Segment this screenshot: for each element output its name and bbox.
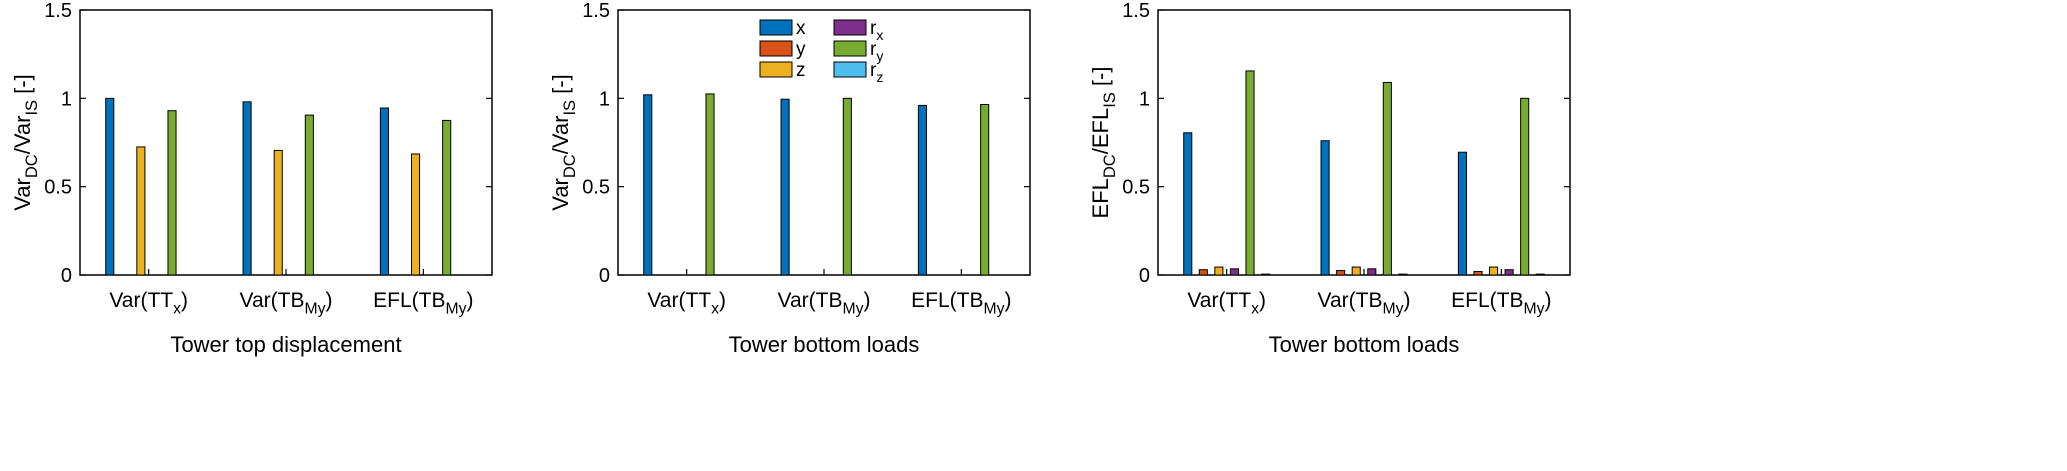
legend-item-r-y: ry xyxy=(833,39,883,64)
bar-z-1 xyxy=(1214,266,1224,276)
x-axis-label: Tower bottom loads xyxy=(1269,332,1460,357)
legend-label: ry xyxy=(870,39,883,64)
bar-x-3 xyxy=(379,107,389,276)
bar-z-3 xyxy=(1489,266,1499,276)
y-tick-label: 1 xyxy=(1139,88,1150,110)
legend-label: rz xyxy=(870,60,883,85)
legend-swatch xyxy=(759,19,793,36)
bar-r-y-2 xyxy=(1382,81,1392,276)
x-axis-label: Tower top displacement xyxy=(170,332,401,357)
x-tick-label: Var(TBMy) xyxy=(1318,289,1411,318)
bar-r-y-3 xyxy=(1520,97,1530,276)
y-tick-label: 0 xyxy=(599,265,610,287)
bar-r-y-2 xyxy=(304,114,314,276)
legend-item-x: x xyxy=(759,18,806,39)
y-tick-label: 0.5 xyxy=(1122,177,1150,199)
y-axis-label: VarDC/VarIS [-] xyxy=(10,74,41,210)
y-tick-label: 1.5 xyxy=(582,0,610,22)
x-tick-label: EFL(TBMy) xyxy=(1451,289,1551,318)
bar-r-z-1 xyxy=(1261,273,1271,276)
legend-item-z: z xyxy=(759,60,806,81)
bar-y-2 xyxy=(1336,270,1346,276)
bar-y-1 xyxy=(1198,269,1208,276)
bar-z-1 xyxy=(136,146,146,276)
legend-swatch xyxy=(759,61,793,78)
legend-swatch xyxy=(833,19,867,36)
bar-r-y-3 xyxy=(980,104,990,276)
bar-x-2 xyxy=(780,98,790,276)
plot-frame xyxy=(617,9,1031,276)
chart-panel-1: 0 0.5 1 1.5 Var(TTx) Var(TBMy) EFL(TBMy) Tower … xyxy=(10,0,493,357)
plot-frame xyxy=(1157,9,1571,276)
legend-swatch xyxy=(759,40,793,57)
legend-label: y xyxy=(796,39,806,60)
y-tick-label: 0 xyxy=(61,265,72,287)
bar-r-z-2 xyxy=(1398,273,1408,276)
bar-x-2 xyxy=(1320,140,1330,276)
x-tick-label: Var(TTx) xyxy=(1187,289,1266,318)
bar-r-y-1 xyxy=(167,110,177,276)
bar-y-3 xyxy=(1473,270,1483,276)
bar-r-x-2 xyxy=(1367,268,1377,276)
bar-x-3 xyxy=(1457,151,1467,276)
bar-z-2 xyxy=(273,149,283,276)
x-tick-label: EFL(TBMy) xyxy=(373,289,473,318)
chart-panel-3: 0 0.5 1 1.5 Var(TTx) Var(TBMy) EFL(TBMy) Tower … xyxy=(1088,0,1571,357)
bar-r-z-3 xyxy=(1535,273,1545,276)
y-axis-label: EFLDC/EFLIS [-] xyxy=(1088,67,1119,219)
y-tick-label: 1.5 xyxy=(44,0,72,22)
bar-x-1 xyxy=(105,97,115,276)
y-tick-label: 1.5 xyxy=(1122,0,1150,22)
legend-label: x xyxy=(796,18,806,39)
y-tick-label: 0 xyxy=(1139,265,1150,287)
legend-item-r-z: rz xyxy=(833,60,883,85)
legend-swatch xyxy=(833,40,867,57)
legend-swatch xyxy=(833,61,867,78)
bar-x-2 xyxy=(242,101,252,276)
legend-label: z xyxy=(796,60,806,81)
legend-item-y: y xyxy=(759,39,806,60)
y-axis-label: VarDC/VarIS [-] xyxy=(548,74,579,210)
legend-item-r-x: rx xyxy=(833,18,883,43)
chart-panel-2: 0 0.5 1 1.5 Var(TTx) Var(TBMy) EFL(TBMy) Tower … xyxy=(548,0,1031,357)
bar-x-3 xyxy=(917,104,927,276)
bar-z-2 xyxy=(1351,266,1361,276)
x-tick-label: Var(TBMy) xyxy=(240,289,333,318)
bar-r-x-3 xyxy=(1504,269,1514,276)
bar-r-y-1 xyxy=(1245,70,1255,276)
bar-r-y-3 xyxy=(442,119,452,276)
y-tick-label: 0.5 xyxy=(582,177,610,199)
bar-z-3 xyxy=(411,153,421,276)
x-tick-label: Var(TTx) xyxy=(109,289,188,318)
y-tick-label: 1 xyxy=(599,88,610,110)
y-tick-label: 1 xyxy=(61,88,72,110)
x-tick-label: Var(TTx) xyxy=(647,289,726,318)
bar-r-x-1 xyxy=(1229,268,1239,276)
bar-x-1 xyxy=(643,94,653,276)
bar-r-y-1 xyxy=(705,93,715,276)
x-tick-label: Var(TBMy) xyxy=(778,289,871,318)
legend-label: rx xyxy=(870,18,883,43)
x-axis-label: Tower bottom loads xyxy=(729,332,920,357)
bar-x-1 xyxy=(1183,132,1193,276)
y-tick-label: 0.5 xyxy=(44,177,72,199)
bar-r-y-2 xyxy=(842,97,852,276)
x-tick-label: EFL(TBMy) xyxy=(911,289,1011,318)
